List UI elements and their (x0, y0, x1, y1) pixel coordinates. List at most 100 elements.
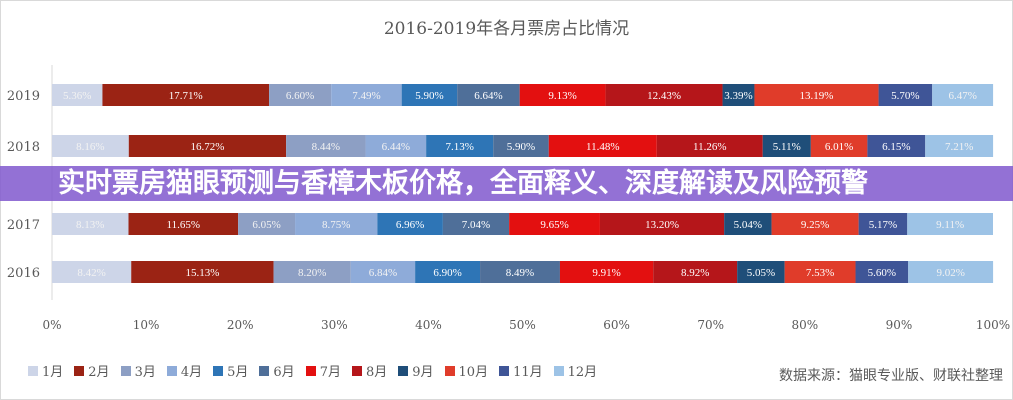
y-tick-label: 2016 (7, 266, 40, 281)
x-tick-label: 10% (133, 318, 160, 332)
legend-swatch (351, 365, 362, 376)
data-label: 8.16% (76, 141, 104, 153)
legend-item: 11月 (499, 361, 543, 380)
legend-swatch (553, 365, 564, 376)
legend-item: 4月 (166, 361, 202, 380)
data-label: 8.75% (322, 219, 350, 231)
y-tick-label: 2019 (7, 89, 40, 104)
bar-segment (932, 84, 994, 106)
bar-segment (128, 135, 287, 157)
legend-item: 12月 (553, 361, 597, 380)
x-tick-label: 0% (42, 318, 61, 332)
legend-swatch (74, 365, 85, 376)
bar-segment (519, 84, 606, 106)
data-label: 11.48% (586, 141, 620, 153)
bar-segment (867, 135, 926, 157)
data-label: 6.84% (369, 267, 397, 279)
data-label: 5.04% (734, 219, 762, 231)
data-label: 13.19% (800, 90, 834, 102)
legend-item: 3月 (120, 361, 156, 380)
bar-segment (559, 261, 654, 283)
data-label: 8.13% (76, 219, 104, 231)
data-label: 9.13% (548, 90, 576, 102)
legend-label: 2月 (88, 365, 110, 380)
bar-segment (401, 84, 458, 106)
data-label: 6.47% (948, 90, 976, 102)
bar-segment (365, 135, 427, 157)
data-label: 5.90% (507, 141, 535, 153)
data-label: 8.92% (681, 267, 709, 279)
data-label: 7.53% (806, 267, 834, 279)
bar-segment (286, 135, 366, 157)
bar-segment (599, 213, 725, 235)
data-label: 9.02% (936, 267, 964, 279)
bar-segment (350, 261, 416, 283)
legend-item: 5月 (213, 361, 248, 380)
x-tick-label: 40% (415, 318, 442, 332)
x-tick-label: 80% (791, 318, 818, 332)
chart-title: 2016-2019年各月票房占比情况 (383, 19, 630, 39)
bar-segment (762, 135, 811, 157)
legend-swatch (28, 365, 38, 376)
data-label: 8.42% (77, 267, 105, 279)
bar-segment (102, 84, 270, 106)
data-label: 7.13% (445, 141, 473, 153)
bar-segment (377, 213, 443, 235)
data-label: 6.60% (286, 90, 314, 102)
bar-segment (509, 213, 600, 235)
bar-segment (925, 135, 994, 157)
bar-segment (52, 213, 129, 235)
legend-swatch (213, 365, 224, 376)
bar-segment (907, 213, 993, 235)
data-label: 5.90% (415, 90, 443, 102)
headline-banner: 实时票房猫眼预测与香樟木板价格，全面释义、深度解读及风险预警 (0, 166, 1013, 201)
legend-item: 10月 (444, 361, 489, 380)
data-label: 11.26% (693, 141, 727, 153)
bar-segment (858, 213, 908, 235)
data-label: 16.72% (190, 141, 224, 153)
bar-segment (457, 84, 520, 106)
bar-segment (273, 261, 351, 283)
legend-item: 2月 (74, 361, 110, 380)
bar-segment (855, 261, 909, 283)
legend-label: 3月 (134, 365, 156, 380)
bar-segment (605, 84, 723, 106)
y-tick-label: 2018 (7, 140, 40, 155)
bar-segment (269, 84, 332, 106)
legend-label: 8月 (365, 365, 388, 380)
legend-label: 7月 (319, 365, 341, 380)
legend: 1月 2月 3月 4月 5月 6月 7月 8月 9月 10月 11月 12月 (28, 361, 597, 380)
bar-segment (722, 84, 755, 106)
x-tick-label: 100% (976, 318, 1010, 332)
data-label: 8.49% (506, 267, 534, 279)
data-label: 7.04% (462, 219, 490, 231)
bar-segment (724, 213, 772, 235)
bar-segment (52, 84, 103, 106)
data-label: 9.65% (540, 219, 568, 231)
legend-swatch (444, 365, 455, 376)
bar-segment (426, 135, 494, 157)
legend-swatch (120, 365, 131, 376)
data-label: 9.91% (592, 267, 620, 279)
legend-swatch (398, 365, 409, 376)
data-label: 17.71% (169, 90, 203, 102)
legend-swatch (499, 365, 510, 376)
bar-segment (331, 84, 402, 106)
data-label: 6.01% (825, 141, 853, 153)
legend-label: 1月 (42, 365, 64, 380)
bar-segment (480, 261, 560, 283)
data-source: 数据来源：猫眼专业版、财联社整理 (779, 368, 1003, 384)
legend-label: 10月 (458, 365, 489, 380)
legend-label: 9月 (412, 365, 434, 380)
headline-text: 实时票房猫眼预测与香樟木板价格，全面释义、深度解读及风险预警 (58, 168, 868, 199)
data-label: 15.13% (185, 267, 219, 279)
data-label: 5.36% (63, 90, 91, 102)
data-label: 12.43% (647, 90, 681, 102)
x-tick-label: 60% (603, 318, 630, 332)
x-tick-label: 70% (697, 318, 724, 332)
data-label: 7.21% (945, 141, 973, 153)
bar-segment (52, 261, 132, 283)
data-label: 8.20% (298, 267, 326, 279)
legend-swatch (166, 365, 177, 376)
bar-segment (653, 261, 738, 283)
